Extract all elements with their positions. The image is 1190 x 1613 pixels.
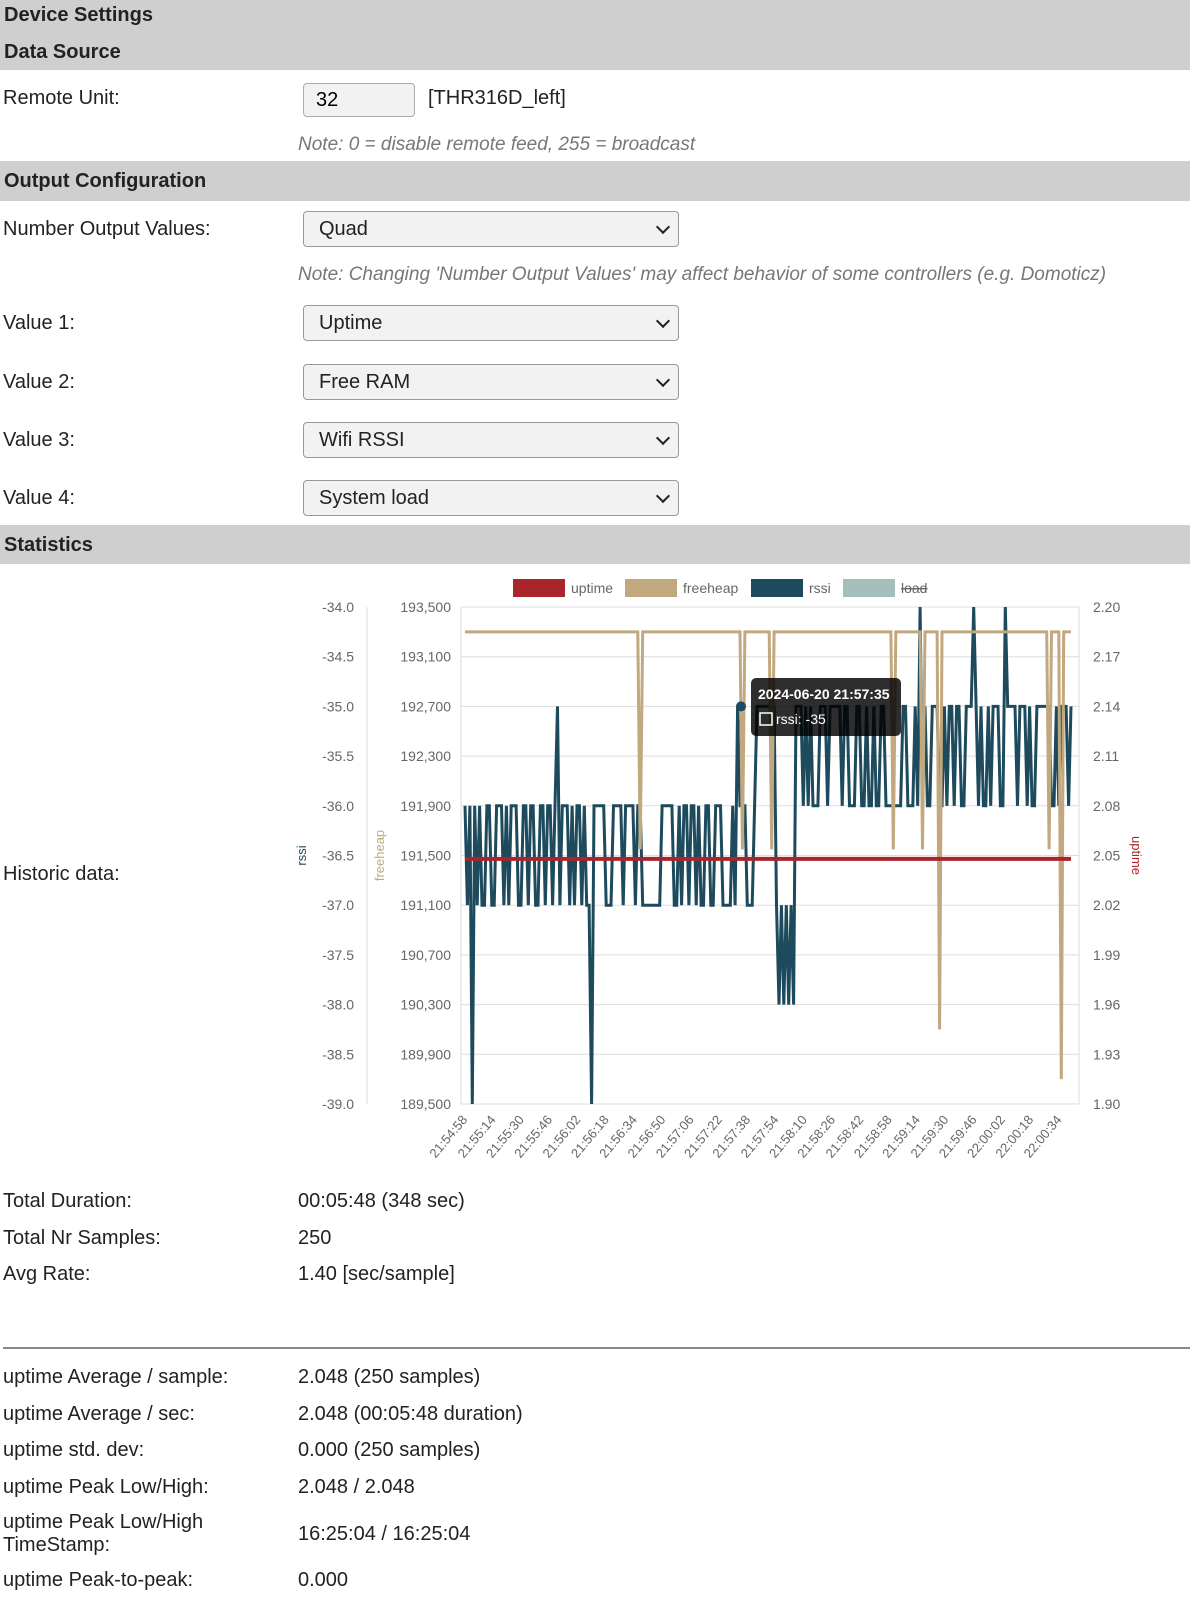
rssi-tick-label: -35.0 (322, 698, 354, 714)
remote-unit-input[interactable] (303, 83, 415, 117)
section-header-data-source: Data Source (0, 32, 1190, 70)
uptime-tick-label: 1.96 (1093, 997, 1120, 1013)
rssi-axis-title: rssi (294, 845, 309, 865)
value-1-label: Value 1: (3, 312, 75, 334)
freeheap-series-line (465, 630, 1071, 1080)
freeheap-tick-label: 190,700 (400, 947, 451, 963)
rssi-tick-label: -35.5 (322, 748, 354, 764)
uptime-tick-label: 2.08 (1093, 798, 1120, 814)
chevron-down-icon (655, 313, 671, 329)
remote-unit-note: Note: 0 = disable remote feed, 255 = bro… (298, 134, 696, 155)
chevron-down-icon (655, 488, 671, 504)
legend-swatch-freeheap (625, 579, 677, 597)
uptime-tick-label: 2.14 (1093, 698, 1120, 714)
value-1-select[interactable]: Uptime (303, 305, 679, 341)
freeheap-axis-title: freeheap (372, 830, 387, 881)
historic-data-chart[interactable]: uptime freeheap rssi load -34.0 193,500 2.20-… (290, 570, 1180, 1190)
rssi-tick-label: -38.5 (322, 1046, 354, 1062)
tooltip-swatch (759, 712, 773, 726)
legend-label-load: load (901, 580, 927, 596)
freeheap-tick-label: 192,700 (400, 698, 451, 714)
historic-data-label: Historic data: (3, 863, 120, 885)
uptime-tick-label: 2.02 (1093, 897, 1120, 913)
uptime-std-dev-value: 0.000 (250 samples) (298, 1439, 481, 1461)
total-duration-label: Total Duration: (3, 1190, 132, 1212)
uptime-tick-label: 2.05 (1093, 848, 1120, 864)
value-3-select[interactable]: Wifi RSSI (303, 422, 679, 458)
rssi-tick-label: -36.5 (322, 848, 354, 864)
uptime-peak-timestamp-value: 16:25:04 / 16:25:04 (298, 1523, 471, 1545)
uptime-tick-label: 1.93 (1093, 1046, 1120, 1062)
value-2-select[interactable]: Free RAM (303, 364, 679, 400)
value-4-label: Value 4: (3, 487, 75, 509)
value-4-select[interactable]: System load (303, 480, 679, 516)
rssi-tick-label: -34.5 (322, 649, 354, 665)
legend-swatch-uptime (513, 579, 565, 597)
uptime-peak-to-peak-value: 0.000 (298, 1569, 349, 1591)
uptime-peak-value: 2.048 / 2.048 (298, 1476, 415, 1498)
tooltip-box (751, 678, 901, 736)
number-output-values-select[interactable]: Quad (303, 211, 679, 247)
rssi-tick-label: -37.5 (322, 947, 354, 963)
chart-y-axes: -34.0 193,500 2.20 -34.5 193,100 2.17 -35.0 192… (294, 599, 1144, 1112)
rssi-tick-label: -38.0 (322, 997, 354, 1013)
section-header-statistics: Statistics (0, 525, 1190, 564)
uptime-tick-label: 1.99 (1093, 947, 1120, 963)
avg-rate-label: Avg Rate: (3, 1263, 91, 1285)
legend-label-rssi: rssi (809, 580, 831, 596)
freeheap-tick-label: 192,300 (400, 748, 451, 764)
remote-unit-name: [THR316D_left] (428, 87, 566, 109)
section-header-output-configuration: Output Configuration (0, 161, 1190, 201)
chart-x-axis: 21:54:5821:55:1421:55:3021:55:4621:56:02… (426, 1112, 1064, 1160)
uptime-avg-sample-label: uptime Average / sample: (3, 1366, 229, 1388)
rssi-tick-label: -36.0 (322, 798, 354, 814)
remote-unit-label: Remote Unit: (3, 87, 120, 109)
chevron-down-icon (655, 372, 671, 388)
freeheap-tick-label: 189,500 (400, 1096, 451, 1112)
freeheap-tick-label: 193,500 (400, 599, 451, 615)
uptime-tick-label: 2.17 (1093, 649, 1120, 665)
tooltip-text: rssi: -35 (776, 711, 826, 727)
tooltip-point (736, 701, 746, 712)
total-samples-label: Total Nr Samples: (3, 1227, 161, 1249)
freeheap-tick-label: 191,900 (400, 798, 451, 814)
freeheap-tick-label: 189,900 (400, 1046, 451, 1062)
rssi-tick-label: -39.0 (322, 1096, 354, 1112)
number-output-note: Note: Changing 'Number Output Values' ma… (298, 264, 1107, 285)
legend-swatch-rssi (751, 579, 803, 597)
total-samples-value: 250 (298, 1227, 332, 1249)
uptime-peak-label: uptime Peak Low/High: (3, 1476, 209, 1498)
legend-label-freeheap: freeheap (683, 580, 738, 596)
uptime-avg-sec-value: 2.048 (00:05:48 duration) (298, 1403, 523, 1425)
uptime-avg-sec-label: uptime Average / sec: (3, 1403, 195, 1425)
stats-divider (3, 1347, 1190, 1349)
freeheap-tick-label: 191,100 (400, 897, 451, 913)
total-duration-value: 00:05:48 (348 sec) (298, 1190, 465, 1212)
freeheap-tick-label: 191,500 (400, 848, 451, 864)
legend-label-uptime: uptime (571, 580, 613, 596)
freeheap-tick-label: 193,100 (400, 649, 451, 665)
uptime-tick-label: 2.11 (1093, 748, 1119, 764)
rssi-tick-label: -34.0 (322, 599, 354, 615)
uptime-axis-title: uptime (1129, 836, 1144, 875)
uptime-std-dev-label: uptime std. dev: (3, 1439, 145, 1461)
chevron-down-icon (655, 430, 671, 446)
tooltip-title: 2024-06-20 21:57:35 (758, 686, 890, 702)
chart-tooltip: 2024-06-20 21:57:35 rssi: -35 (736, 678, 901, 736)
avg-rate-value: 1.40 [sec/sample] (298, 1263, 455, 1285)
chart-legend: uptime freeheap rssi load (513, 579, 927, 597)
freeheap-tick-label: 190,300 (400, 997, 451, 1013)
uptime-tick-label: 1.90 (1093, 1096, 1120, 1112)
section-header-device-settings: Device Settings (0, 0, 1190, 32)
value-2-label: Value 2: (3, 371, 75, 393)
chevron-down-icon (655, 219, 671, 235)
uptime-peak-timestamp-label: uptime Peak Low/High TimeStamp: (3, 1511, 204, 1556)
uptime-tick-label: 2.20 (1093, 599, 1120, 615)
rssi-tick-label: -37.0 (322, 897, 354, 913)
number-output-values-label: Number Output Values: (3, 218, 211, 240)
value-3-label: Value 3: (3, 429, 75, 451)
uptime-peak-to-peak-label: uptime Peak-to-peak: (3, 1569, 194, 1591)
legend-swatch-load (843, 579, 895, 597)
uptime-avg-sample-value: 2.048 (250 samples) (298, 1366, 481, 1388)
